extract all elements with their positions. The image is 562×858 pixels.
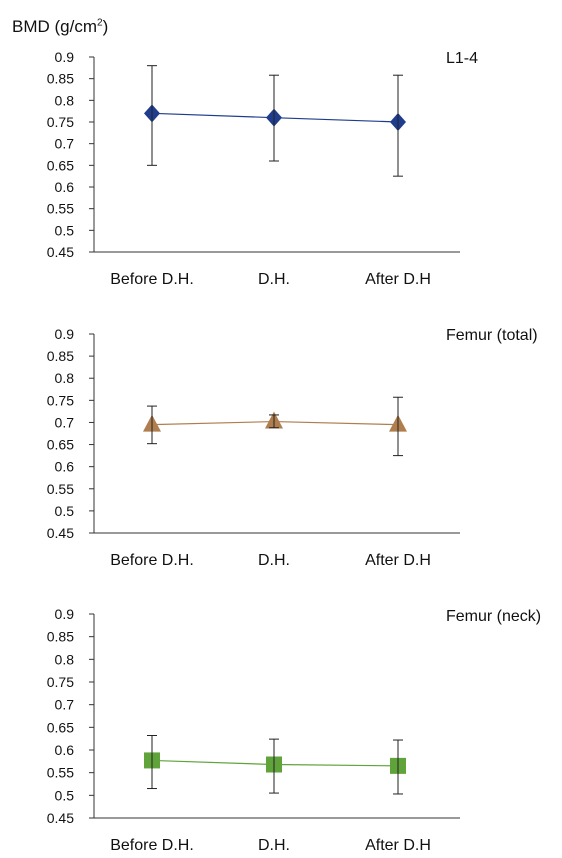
y-tick-label: 0.75 (47, 392, 74, 408)
panel-title: L1-4 (446, 50, 478, 67)
x-tick-label: Before D.H. (110, 837, 194, 854)
y-axis-label: BMD (g/cm2) (12, 17, 108, 37)
y-tick-label: 0.65 (47, 437, 74, 453)
y-tick-label: 0.9 (55, 606, 75, 622)
x-tick-label: After D.H (365, 552, 431, 569)
y-tick-label: 0.55 (47, 481, 74, 497)
y-tick-label: 0.65 (47, 157, 74, 173)
panel-title: Femur (neck) (446, 608, 541, 625)
y-tick-label: 0.9 (55, 326, 75, 342)
y-axis-label-close: ) (102, 17, 109, 36)
y-tick-label: 0.9 (55, 49, 75, 65)
x-tick-label: D.H. (258, 552, 290, 569)
y-axis-label-text: BMD (g/cm (12, 17, 97, 36)
y-tick-label: 0.45 (47, 244, 74, 260)
y-tick-label: 0.85 (47, 629, 74, 645)
x-tick-label: Before D.H. (110, 552, 194, 569)
x-tick-label: After D.H (365, 837, 431, 854)
y-tick-label: 0.45 (47, 525, 74, 541)
y-tick-label: 0.8 (55, 92, 75, 108)
y-tick-label: 0.8 (55, 651, 75, 667)
y-axis-label-superscript: 2 (97, 17, 103, 29)
y-tick-label: 0.5 (55, 787, 75, 803)
y-tick-label: 0.8 (55, 370, 75, 386)
y-tick-label: 0.75 (47, 114, 74, 130)
y-tick-label: 0.65 (47, 719, 74, 735)
y-tick-label: 0.7 (55, 136, 75, 152)
y-tick-label: 0.7 (55, 414, 75, 430)
y-tick-label: 0.6 (55, 459, 75, 475)
y-tick-label: 0.5 (55, 222, 75, 238)
y-tick-label: 0.85 (47, 348, 74, 364)
y-tick-label: 0.6 (55, 742, 75, 758)
y-tick-label: 0.45 (47, 810, 74, 826)
y-tick-label: 0.55 (47, 201, 74, 217)
x-tick-label: After D.H (365, 271, 431, 288)
y-tick-label: 0.6 (55, 179, 75, 195)
panel-title: Femur (total) (446, 327, 538, 344)
x-tick-label: D.H. (258, 837, 290, 854)
x-tick-label: Before D.H. (110, 271, 194, 288)
y-tick-label: 0.55 (47, 765, 74, 781)
y-tick-label: 0.75 (47, 674, 74, 690)
x-tick-label: D.H. (258, 271, 290, 288)
y-tick-label: 0.85 (47, 71, 74, 87)
y-tick-label: 0.5 (55, 503, 75, 519)
y-tick-label: 0.7 (55, 697, 75, 713)
